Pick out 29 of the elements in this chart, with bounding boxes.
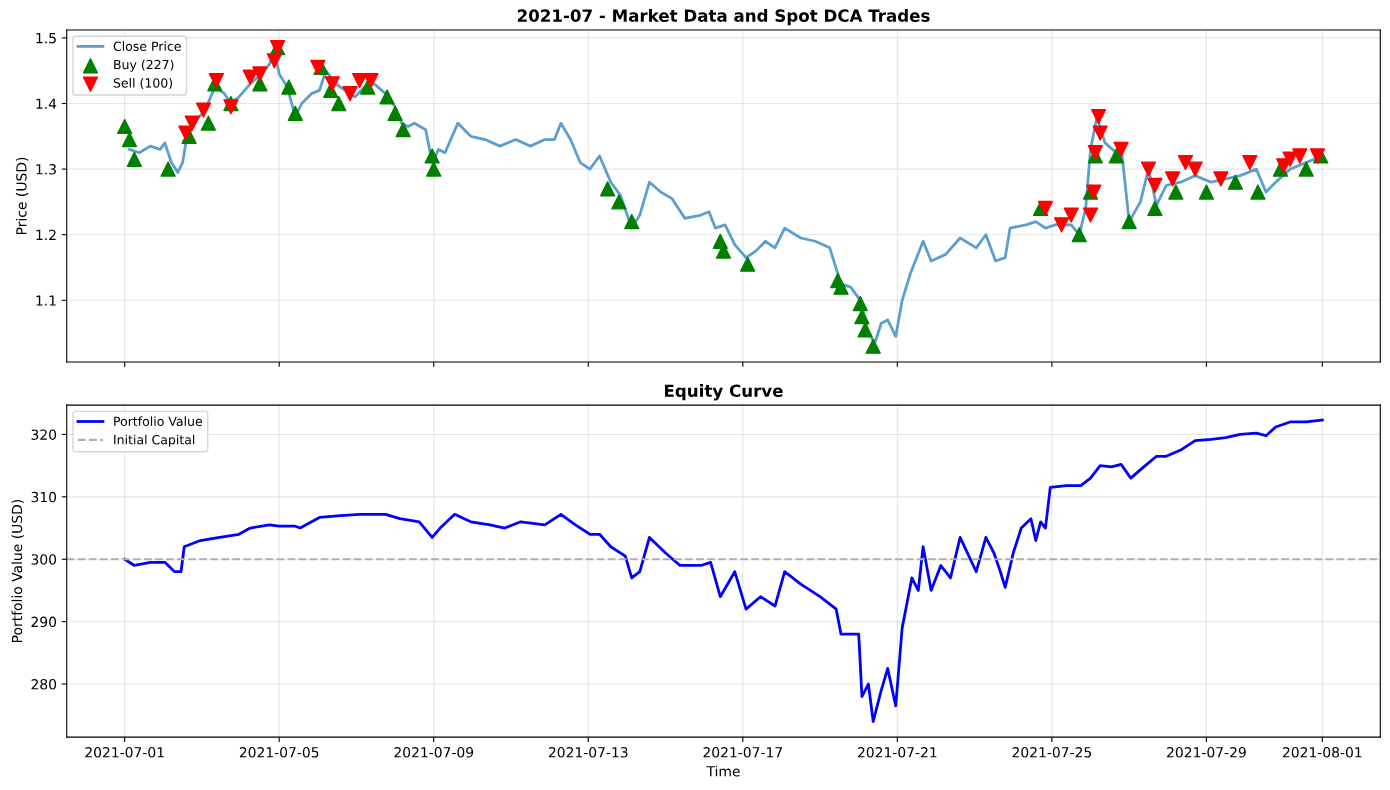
- y-tick-label: 320: [31, 429, 57, 440]
- x-tick-label: 2021-07-21: [858, 747, 937, 758]
- y-axis-title: Price (USD): [15, 157, 29, 235]
- chart-title: 2021-07 - Market Data and Spot DCA Trades: [517, 9, 930, 26]
- legend-label: Buy (227): [114, 59, 174, 72]
- x-axis-title: Time: [706, 765, 740, 777]
- x-tick-label: 2021-07-13: [548, 747, 628, 758]
- x-tick-label: 2021-07-25: [1012, 747, 1092, 758]
- x-tick-label: 2021-07-29: [1167, 747, 1246, 758]
- legend-label: Sell (100): [113, 77, 173, 90]
- y-tick-label: 1.1: [36, 295, 56, 306]
- y-tick-label: 290: [31, 616, 57, 628]
- y-tick-label: 310: [31, 491, 57, 503]
- x-tick-label: 2021-07-05: [239, 747, 319, 758]
- y-tick-label: 1.2: [36, 229, 56, 240]
- legend-label: Initial Capital: [114, 434, 195, 447]
- y-tick-label: 1.5: [36, 33, 56, 44]
- y-axis-title: Portfolio Value (USD): [11, 499, 24, 643]
- legend-label: Close Price: [113, 41, 181, 51]
- x-tick-label: 2021-07-17: [703, 747, 782, 758]
- y-tick-label: 1.3: [36, 164, 56, 175]
- x-tick-label: 2021-08-01: [1282, 747, 1362, 758]
- x-tick-label: 2021-07-09: [394, 747, 474, 758]
- y-tick-label: 280: [31, 679, 57, 690]
- legend-label: Portfolio Value: [114, 416, 203, 427]
- chart-title: Equity Curve: [665, 384, 783, 401]
- x-tick-label: 2021-07-01: [85, 747, 164, 758]
- y-tick-label: 1.4: [36, 98, 57, 109]
- y-tick-label: 300: [31, 554, 57, 565]
